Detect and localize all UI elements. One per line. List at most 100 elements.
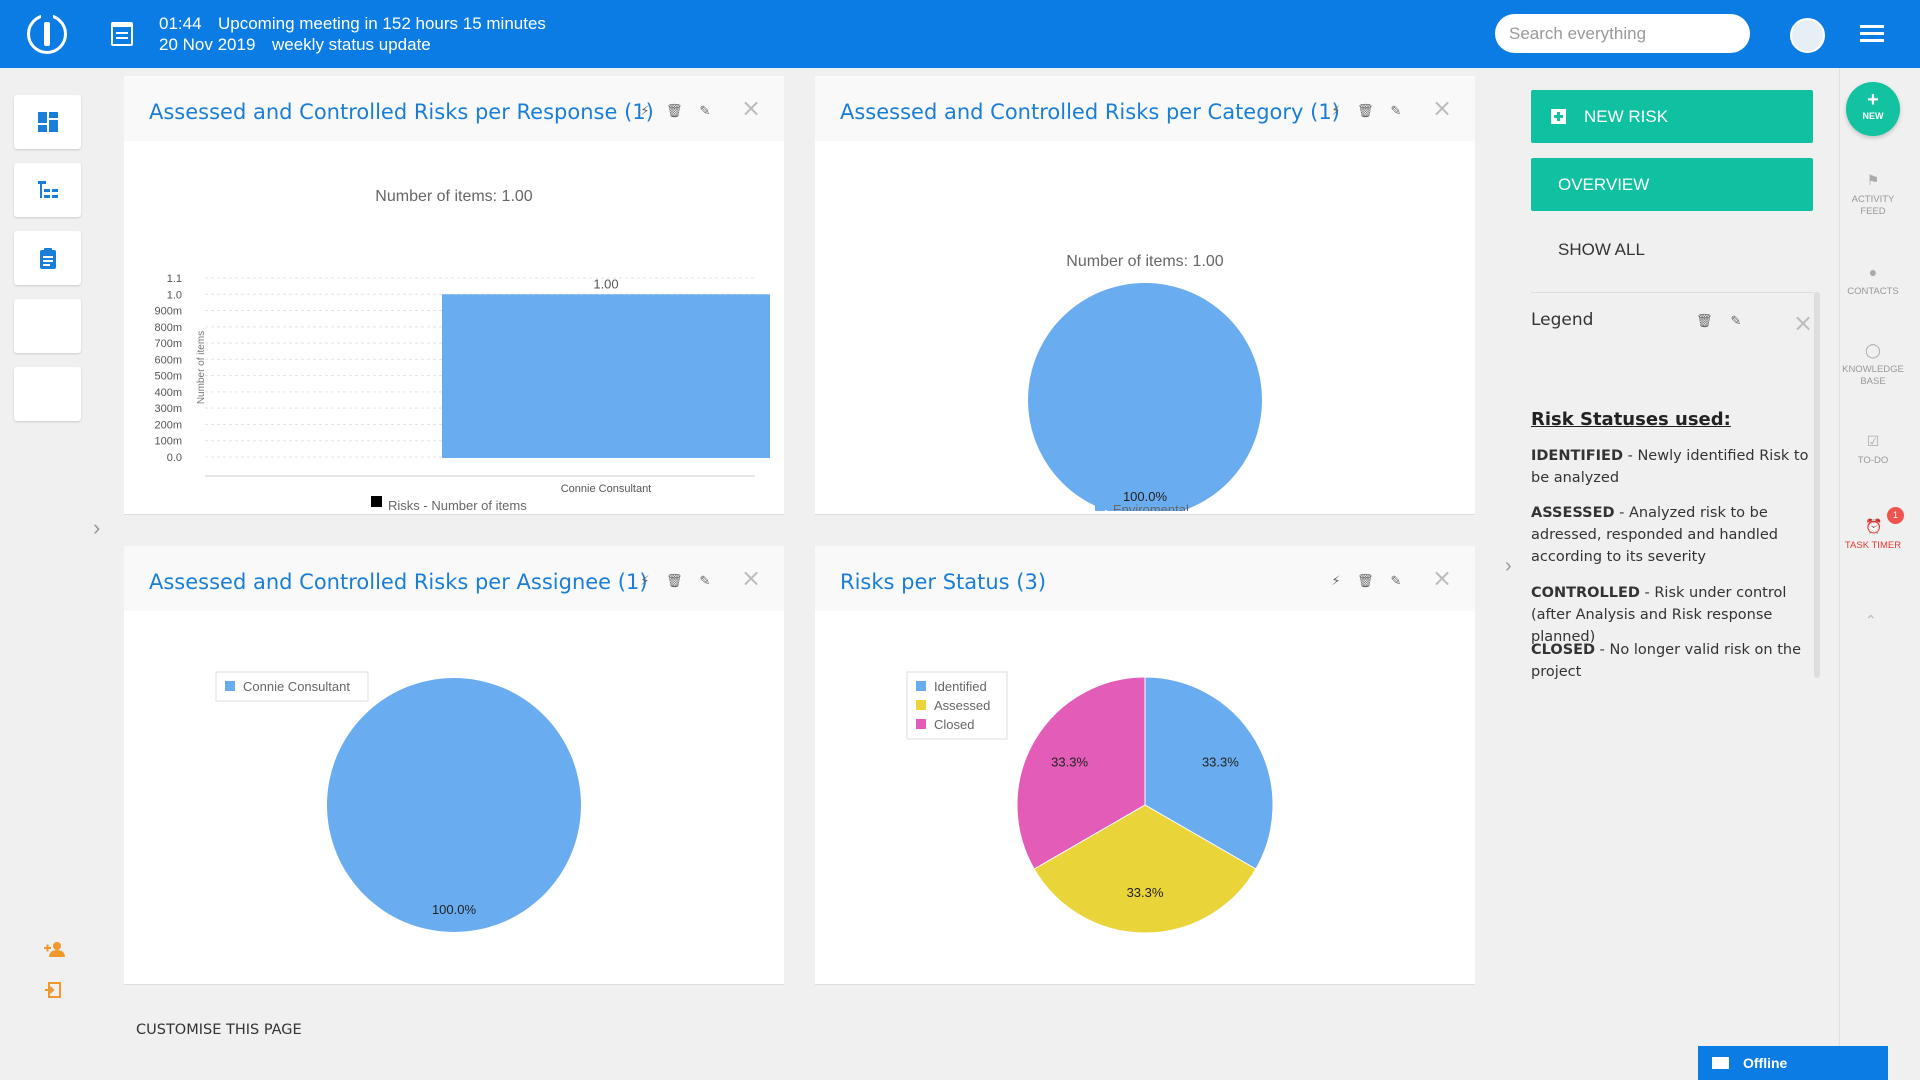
widget-title[interactable]: Risks per Status (3) <box>840 570 1047 594</box>
alarm-clock-icon: ⏰ <box>1865 518 1883 534</box>
y-tick-label: 1.0 <box>167 289 182 301</box>
slice-label: 33.3% <box>1202 754 1239 769</box>
new-button[interactable]: + NEW <box>1846 82 1900 136</box>
hierarchy-nav-button[interactable] <box>14 163 81 217</box>
expand-sidebar-chevron-icon[interactable]: › <box>93 515 101 540</box>
status-desc: - No longer valid risk on the project <box>1531 642 1801 680</box>
lightning-icon[interactable]: ⚡ <box>640 103 650 118</box>
lightning-icon[interactable]: ⚡ <box>640 573 650 588</box>
widget-title[interactable]: Assessed and Controlled Risks per Assign… <box>149 570 648 594</box>
slice-label: 100.0% <box>432 902 477 917</box>
close-icon[interactable]: × <box>1793 309 1814 337</box>
calendar-icon[interactable] <box>111 22 133 46</box>
status-description-controlled: CONTROLLED - Risk under control (after A… <box>1531 582 1816 648</box>
pencil-icon[interactable]: ✎ <box>1730 313 1742 328</box>
close-icon[interactable]: × <box>741 564 762 592</box>
widget-risks-per-category: Assessed and Controlled Risks per Catego… <box>815 76 1475 515</box>
y-tick-label: 100m <box>154 436 182 448</box>
legend-label: Risks - Number of items <box>388 498 527 511</box>
pie-chart: Number of items: 1.00 100.0%Enviromental <box>1028 253 1262 511</box>
contacts-label: CONTACTS <box>1847 286 1899 297</box>
y-tick-label: 1.1 <box>167 273 182 285</box>
chart-title: Number of items: 1.00 <box>375 188 533 205</box>
close-icon[interactable]: × <box>1432 94 1453 122</box>
show-all-link[interactable]: SHOW ALL <box>1558 240 1645 259</box>
chevron-up-icon[interactable]: ⌃ <box>1865 612 1877 628</box>
legend-label: Assessed <box>934 698 990 713</box>
pencil-icon[interactable]: ✎ <box>1390 103 1402 118</box>
app-logo-icon[interactable] <box>27 13 67 54</box>
pencil-icon[interactable]: ✎ <box>699 103 711 118</box>
lightning-icon[interactable]: ⚡ <box>1331 573 1341 588</box>
top-bar: 01:44 Upcoming meeting in 152 hours 15 mi… <box>0 0 1920 68</box>
widget-risks-per-assignee: Assessed and Controlled Risks per Assign… <box>124 546 784 985</box>
add-user-icon[interactable] <box>44 941 66 959</box>
activity-feed-button[interactable]: ⚑ ACTIVITY FEED <box>1839 172 1907 218</box>
legend-swatch <box>371 496 382 507</box>
nav-button-empty-1[interactable] <box>14 299 81 353</box>
y-tick-label: 0.0 <box>167 452 182 464</box>
trash-icon[interactable]: 🗑 <box>1696 313 1713 328</box>
status-description-identified: IDENTIFIED - Newly identified Risk to be… <box>1531 445 1816 489</box>
y-tick-label: 700m <box>154 338 182 350</box>
new-label: NEW <box>1862 111 1884 121</box>
close-icon[interactable]: × <box>1432 564 1453 592</box>
todo-label: TO-DO <box>1857 455 1889 466</box>
close-icon[interactable]: × <box>741 94 762 122</box>
slice-label: 33.3% <box>1127 885 1164 900</box>
avatar[interactable] <box>1790 18 1825 53</box>
contacts-button[interactable]: ● CONTACTS <box>1839 264 1907 298</box>
new-risk-button[interactable]: NEW RISK <box>1531 90 1813 143</box>
pencil-icon[interactable]: ✎ <box>1390 573 1402 588</box>
knowledge-base-button[interactable]: ◯ KNOWLEDGE BASE <box>1839 342 1907 388</box>
offline-chat-button[interactable]: Offline <box>1698 1046 1888 1080</box>
todo-button[interactable]: ☑ TO-DO <box>1839 433 1907 467</box>
customise-page-link[interactable]: CUSTOMISE THIS PAGE <box>136 1022 302 1038</box>
bar-chart: Number of items: 1.00 1.1 1.0 900m 800m 700m 6… <box>154 188 770 511</box>
trash-icon[interactable]: 🗑 <box>666 103 683 118</box>
trash-icon[interactable]: 🗑 <box>666 573 683 588</box>
widget-risks-per-status: Risks per Status (3) ⚡ 🗑 ✎ × Number of i… <box>815 546 1475 985</box>
widget-header <box>124 546 784 611</box>
meeting-info[interactable]: 01:44 Upcoming meeting in 152 hours 15 mi… <box>159 13 546 55</box>
status-desc: - Analyzed risk to be adressed, responde… <box>1531 505 1778 565</box>
slice-label: 33.3% <box>1051 754 1088 769</box>
y-tick-label: 600m <box>154 354 182 366</box>
widget-title[interactable]: Assessed and Controlled Risks per Respon… <box>149 100 654 124</box>
legend-swatch <box>916 700 926 710</box>
legend-box <box>215 671 369 702</box>
status-description-closed: CLOSED - No longer valid risk on the pro… <box>1531 639 1816 683</box>
status-name: CONTROLLED <box>1531 585 1640 601</box>
legend-scrollbar[interactable] <box>1814 292 1820 678</box>
legend-label: Closed <box>934 717 974 732</box>
overview-button[interactable]: OVERVIEW <box>1531 158 1813 211</box>
nav-button-empty-2[interactable] <box>14 367 81 421</box>
meeting-name: weekly status update <box>272 35 431 54</box>
dashboard-nav-button[interactable] <box>14 95 81 149</box>
chart-title: Number of items: 1.00 <box>1066 253 1224 270</box>
clipboard-icon <box>40 248 56 269</box>
y-tick-label: 500m <box>154 371 182 383</box>
status-desc: - Risk under control (after Analysis and… <box>1531 585 1787 645</box>
collapse-panel-chevron-icon[interactable]: › <box>1505 555 1512 577</box>
pencil-icon[interactable]: ✎ <box>699 573 711 588</box>
pie-chart: Number of items: 3.0033.3%33.3%33.3%Iden… <box>906 671 1274 934</box>
flag-icon: ⚑ <box>1866 172 1880 188</box>
lightning-icon[interactable]: ⚡ <box>1331 103 1341 118</box>
hamburger-menu-icon[interactable] <box>1860 25 1884 43</box>
search-input[interactable] <box>1495 14 1750 53</box>
offline-label: Offline <box>1743 1055 1788 1071</box>
lightbulb-icon: ◯ <box>1865 342 1881 358</box>
status-name: CLOSED <box>1531 642 1596 658</box>
task-timer-button[interactable]: ⏰ TASK TIMER <box>1839 518 1907 552</box>
x-tick-label: Connie Consultant <box>561 483 652 495</box>
mail-icon <box>1712 1057 1729 1069</box>
widget-title[interactable]: Assessed and Controlled Risks per Catego… <box>840 100 1340 124</box>
add-icon <box>1551 109 1566 124</box>
legend-widget-title[interactable]: Legend <box>1531 310 1594 330</box>
logout-icon[interactable] <box>44 981 66 999</box>
trash-icon[interactable]: 🗑 <box>1357 573 1374 588</box>
clipboard-nav-button[interactable] <box>14 231 81 285</box>
trash-icon[interactable]: 🗑 <box>1357 103 1374 118</box>
task-timer-badge: 1 <box>1887 507 1904 524</box>
